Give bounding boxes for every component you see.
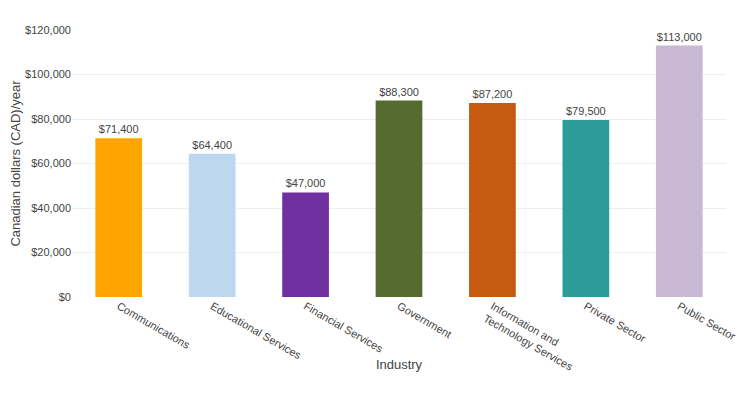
svg-text:$40,000: $40,000 bbox=[31, 202, 71, 214]
svg-text:Government: Government bbox=[395, 300, 453, 341]
svg-text:$88,300: $88,300 bbox=[379, 86, 419, 98]
svg-text:$113,000: $113,000 bbox=[657, 31, 702, 43]
svg-text:$80,000: $80,000 bbox=[31, 113, 71, 125]
svg-text:$47,000: $47,000 bbox=[286, 177, 326, 189]
svg-text:Financial Services: Financial Services bbox=[302, 300, 386, 355]
svg-text:Educational Services: Educational Services bbox=[208, 300, 303, 362]
svg-text:Information andTechnology Serv: Information andTechnology Services bbox=[482, 300, 583, 373]
svg-text:Communications: Communications bbox=[115, 300, 192, 352]
svg-text:$100,000: $100,000 bbox=[25, 68, 71, 80]
svg-text:Private Sector: Private Sector bbox=[582, 300, 648, 345]
svg-text:$60,000: $60,000 bbox=[31, 157, 71, 169]
svg-text:$64,400: $64,400 bbox=[192, 139, 232, 151]
svg-text:$0: $0 bbox=[59, 291, 71, 303]
svg-text:$79,500: $79,500 bbox=[566, 105, 606, 117]
svg-text:$71,400: $71,400 bbox=[99, 123, 139, 135]
svg-text:$20,000: $20,000 bbox=[31, 246, 71, 258]
svg-text:$120,000: $120,000 bbox=[25, 24, 71, 36]
svg-text:$87,200: $87,200 bbox=[473, 88, 513, 100]
svg-text:Canadian dollars (CAD)/year: Canadian dollars (CAD)/year bbox=[8, 80, 23, 247]
svg-text:Industry: Industry bbox=[376, 357, 423, 372]
svg-text:Public Sector: Public Sector bbox=[676, 300, 738, 343]
